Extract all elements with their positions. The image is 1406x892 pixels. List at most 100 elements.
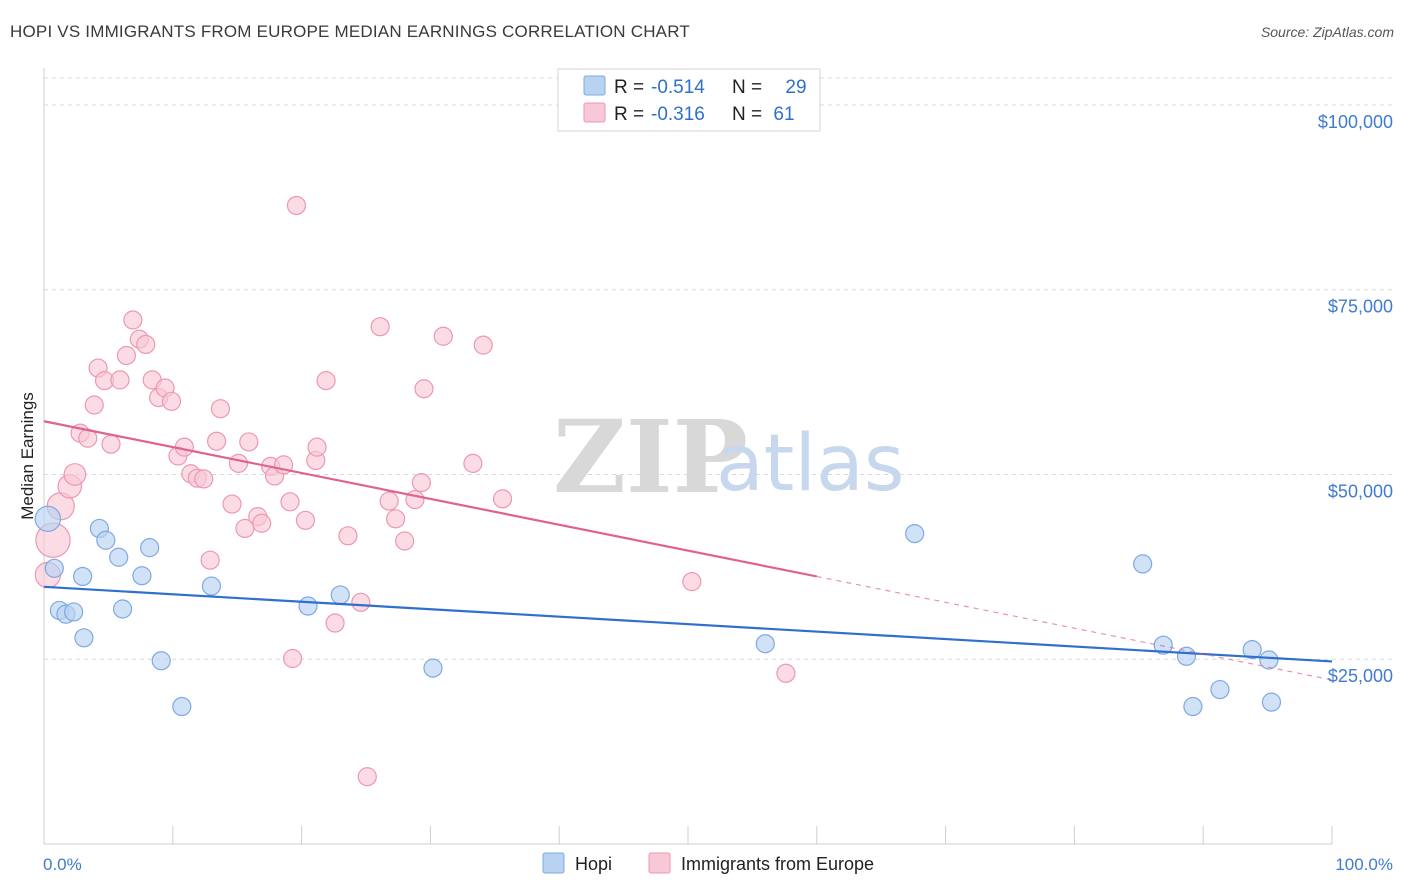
hopi-point bbox=[64, 602, 84, 622]
europe-point bbox=[116, 345, 137, 366]
legend-r-value: -0.514 bbox=[651, 77, 705, 98]
europe-point bbox=[307, 437, 327, 457]
hopi-point bbox=[112, 599, 133, 619]
europe-point bbox=[473, 335, 493, 355]
hopi-point bbox=[34, 505, 62, 533]
legend-r-label: R = bbox=[614, 77, 644, 98]
hopi-point bbox=[298, 596, 318, 616]
y-tick-label: $100,000 bbox=[1318, 112, 1393, 132]
europe-point bbox=[123, 310, 143, 330]
hopi-point bbox=[423, 658, 443, 678]
hopi-point bbox=[109, 547, 129, 567]
hopi-point bbox=[172, 696, 192, 717]
y-axis-label: Median Earnings bbox=[18, 392, 37, 520]
legend-swatch-europe bbox=[583, 102, 606, 123]
trend-lines bbox=[43, 420, 1333, 681]
chart-title: HOPI VS IMMIGRANTS FROM EUROPE MEDIAN EA… bbox=[10, 22, 690, 41]
hopi-point bbox=[1183, 696, 1203, 717]
europe-point bbox=[414, 379, 434, 399]
hopi-point bbox=[1133, 554, 1153, 574]
series-legend: Hopi Immigrants from Europe bbox=[542, 852, 874, 874]
hopi-point bbox=[1259, 650, 1279, 670]
y-tick-label: $75,000 bbox=[1328, 297, 1393, 317]
europe-point bbox=[84, 395, 104, 415]
europe-trend-line bbox=[43, 420, 818, 578]
legend-swatch-hopi bbox=[583, 75, 606, 96]
series-legend-swatch-hopi bbox=[542, 852, 565, 874]
legend-n-label: N = bbox=[732, 77, 762, 98]
hopi-point bbox=[73, 566, 93, 587]
legend-r-label: R = bbox=[614, 104, 644, 125]
europe-point bbox=[136, 334, 156, 355]
points bbox=[34, 195, 1282, 787]
axes bbox=[43, 68, 1332, 845]
hopi-point bbox=[1210, 679, 1230, 700]
hopi-point bbox=[905, 523, 925, 544]
watermark-atlas: atlas bbox=[716, 419, 905, 509]
legend-n-value: 29 bbox=[785, 77, 806, 98]
europe-point bbox=[222, 494, 242, 514]
legend-n-value: 61 bbox=[773, 104, 794, 125]
europe-point bbox=[395, 531, 415, 551]
europe-point bbox=[492, 489, 513, 509]
series-legend-swatch-europe bbox=[648, 852, 671, 874]
hopi-trend-line bbox=[43, 585, 1333, 663]
europe-point bbox=[776, 663, 796, 683]
europe-point bbox=[433, 326, 453, 346]
legend-r-value: -0.316 bbox=[651, 104, 705, 125]
europe-point bbox=[63, 463, 87, 486]
europe-point bbox=[200, 550, 220, 570]
hopi-point bbox=[201, 576, 222, 596]
hopi-point bbox=[96, 530, 116, 550]
hopi-point bbox=[330, 585, 350, 605]
europe-point bbox=[370, 317, 390, 337]
europe-point bbox=[239, 432, 259, 452]
tick-labels: $25,000 $50,000 $75,000 $100,000 0.0% 100.0% bbox=[43, 112, 1393, 874]
europe-point bbox=[161, 391, 182, 411]
europe-point bbox=[194, 469, 214, 489]
europe-point bbox=[682, 572, 702, 592]
europe-point bbox=[286, 195, 307, 216]
hopi-point bbox=[44, 558, 64, 578]
series-legend-hopi: Hopi bbox=[575, 854, 612, 874]
europe-point bbox=[210, 399, 231, 419]
europe-point bbox=[252, 513, 272, 533]
y-tick-label: $50,000 bbox=[1328, 481, 1393, 501]
europe-point bbox=[101, 434, 121, 454]
europe-point bbox=[351, 592, 371, 612]
hopi-point bbox=[1242, 640, 1262, 660]
hopi-point bbox=[151, 651, 171, 671]
hopi-point bbox=[132, 566, 152, 586]
europe-point bbox=[338, 526, 358, 546]
hopi-point bbox=[755, 634, 775, 654]
europe-point bbox=[282, 648, 303, 669]
europe-point bbox=[325, 613, 345, 633]
y-tick-label: $25,000 bbox=[1328, 666, 1393, 686]
legend-n-label: N = bbox=[732, 104, 762, 125]
europe-point bbox=[228, 453, 249, 473]
source-label: Source: ZipAtlas.com bbox=[1260, 24, 1394, 40]
europe-point bbox=[405, 490, 425, 510]
watermark-zip: ZIP bbox=[553, 398, 748, 516]
hopi-point bbox=[1261, 692, 1282, 712]
hopi-point bbox=[74, 628, 94, 648]
europe-point bbox=[379, 491, 399, 511]
x-tick-label-min: 0.0% bbox=[43, 855, 82, 874]
europe-point bbox=[295, 510, 316, 530]
europe-point bbox=[357, 767, 377, 787]
europe-point bbox=[206, 431, 227, 451]
hopi-point bbox=[1153, 635, 1173, 655]
europe-point bbox=[386, 509, 406, 529]
europe-trend-line-extension bbox=[816, 575, 1333, 681]
series-legend-europe: Immigrants from Europe bbox=[681, 854, 874, 874]
europe-point bbox=[280, 492, 300, 512]
legend-box: R = -0.514 N = 29 R = -0.316 N = 61 bbox=[557, 68, 821, 132]
europe-point bbox=[463, 453, 483, 473]
x-tick-label-max: 100.0% bbox=[1335, 855, 1393, 874]
watermark: ZIP atlas bbox=[553, 398, 905, 516]
europe-point bbox=[316, 371, 336, 391]
europe-point bbox=[411, 473, 431, 493]
hopi-point bbox=[140, 538, 160, 558]
europe-point bbox=[110, 370, 130, 390]
